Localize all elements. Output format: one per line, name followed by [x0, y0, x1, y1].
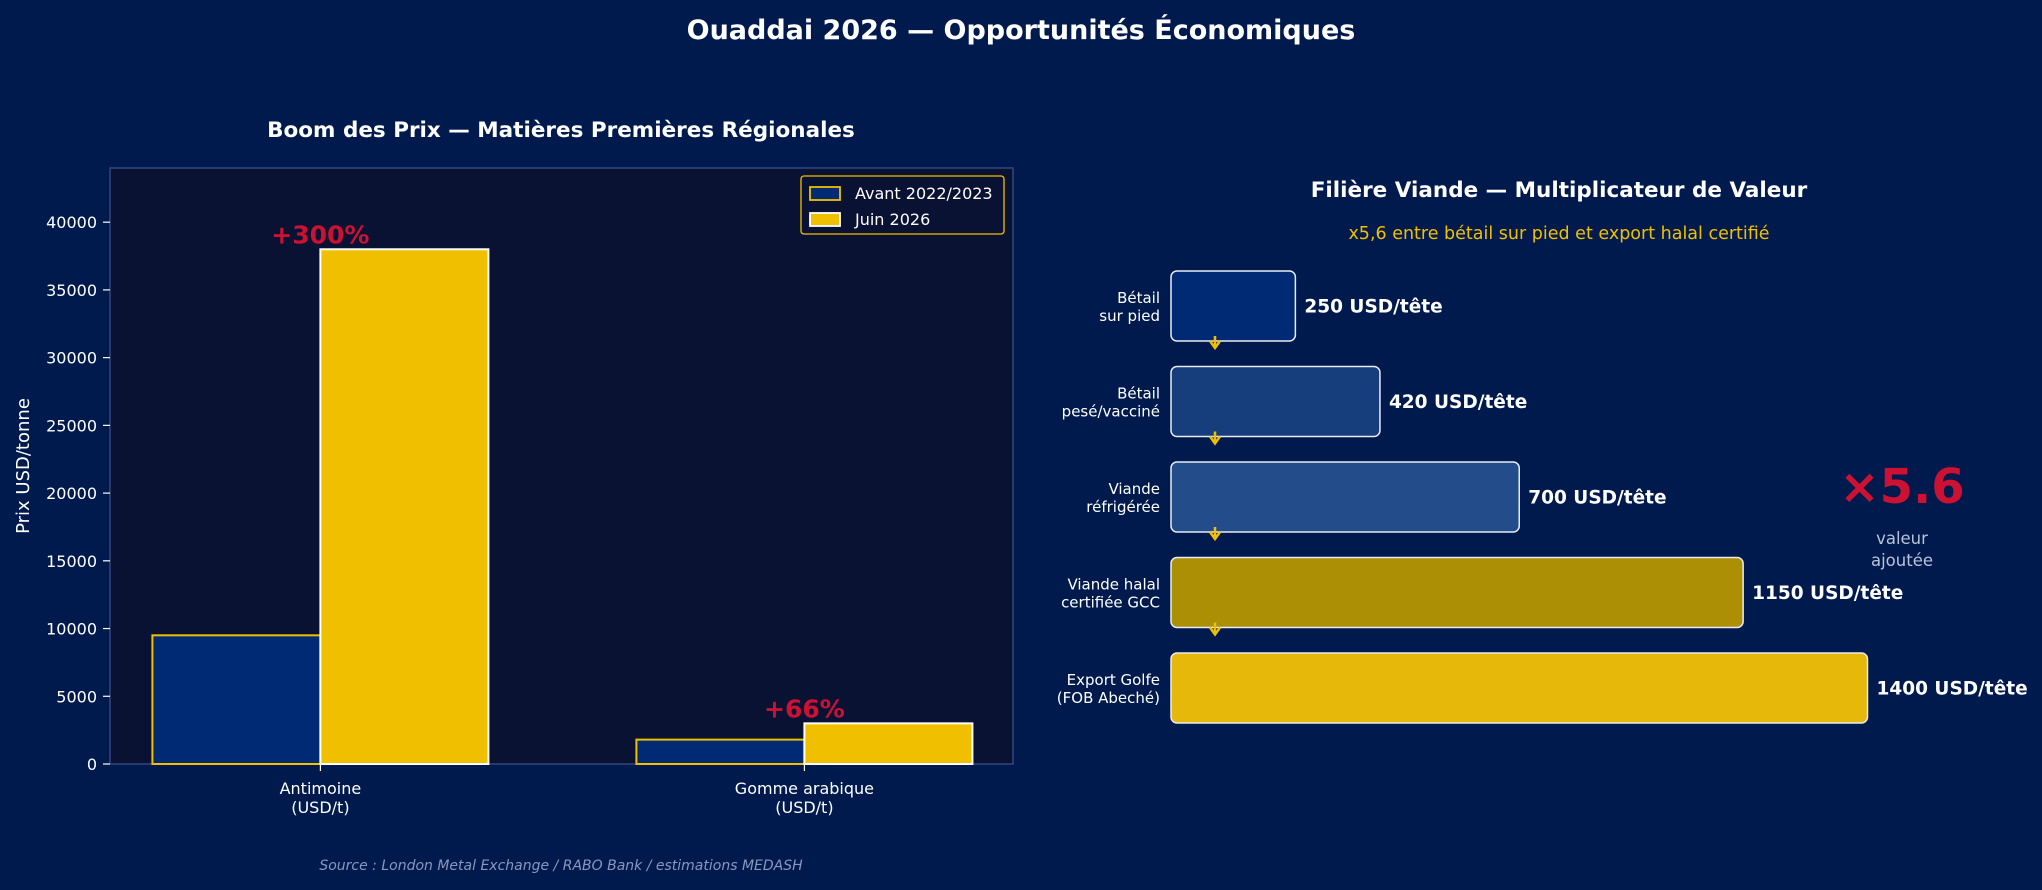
value-chain-bar — [1170, 556, 1744, 629]
x-tick-label: Gomme arabique — [735, 779, 874, 798]
x-tick-label: Antimoine — [280, 779, 362, 798]
y-tick-label: 10000 — [46, 620, 97, 639]
meat-value-chain-chart: Filière Viande — Multiplicateur de Valeu… — [1057, 178, 2028, 724]
legend-box — [800, 175, 1005, 235]
bar-june-2026 — [803, 722, 974, 766]
y-tick-label: 15000 — [46, 552, 97, 571]
arrow-head-icon — [1208, 626, 1222, 637]
x-tick-label: (USD/t) — [775, 798, 833, 817]
value-chain-bar — [1170, 461, 1520, 533]
value-chain-subtitle: x5,6 entre bétail sur pied et export hal… — [1348, 224, 1769, 244]
source-note: Source : London Metal Exchange / RABO Ba… — [319, 858, 803, 874]
price-boom-chart: Boom des Prix — Matières Premières Régio… — [13, 118, 1014, 874]
multiplier-caption-line-2: ajoutée — [1871, 551, 1933, 570]
y-tick-label: 40000 — [46, 213, 97, 232]
value-chain-stage-label: Bétail — [1117, 289, 1160, 307]
value-chain-value-label: 420 USD/tête — [1389, 392, 1527, 413]
price-y-axis: 0 5000 10000 15000 20000 25000 30000 35000 40000 — [46, 213, 110, 774]
x-tick-label: (USD/t) — [291, 798, 349, 817]
value-chain-bar — [1170, 652, 1869, 724]
value-chain-stage-label: sur pied — [1099, 307, 1160, 325]
bar-before — [635, 738, 806, 765]
y-tick-label: 0 — [87, 755, 97, 774]
growth-annotation: +300% — [271, 220, 369, 249]
y-tick-label: 20000 — [46, 484, 97, 503]
arrow-head-icon — [1208, 435, 1222, 446]
y-tick-label: 30000 — [46, 349, 97, 368]
bar-before — [151, 634, 322, 765]
y-tick-label: 5000 — [56, 687, 97, 706]
value-chain-stage-label: Viande halal — [1067, 576, 1160, 594]
arrow-head-icon — [1208, 531, 1222, 542]
value-chain-bar — [1170, 365, 1381, 438]
value-chain-value-label: 1150 USD/tête — [1752, 583, 1903, 604]
multiplier-value: ×5.6 — [1839, 459, 1964, 515]
value-chain-value-label: 700 USD/tête — [1528, 488, 1666, 509]
price-legend: Avant 2022/2023 Juin 2026 — [800, 175, 1005, 235]
value-chain-stage-label: Viande — [1108, 480, 1160, 498]
value-chain-value-label: 250 USD/tête — [1304, 297, 1442, 318]
value-chain-stage-label: pesé/vacciné — [1062, 403, 1160, 421]
price-chart-title: Boom des Prix — Matières Premières Régio… — [267, 118, 855, 143]
legend-entry: Juin 2026 — [854, 210, 930, 229]
price-bars: +300% +66% — [151, 220, 974, 766]
value-chain-title: Filière Viande — Multiplicateur de Valeu… — [1311, 178, 1808, 203]
arrow-head-icon — [1208, 340, 1222, 351]
value-chain-stage-label: (FOB Abeché) — [1057, 689, 1160, 707]
value-chain-stage-label: certifiée GCC — [1061, 594, 1160, 612]
price-x-axis: Antimoine(USD/t)Gomme arabique(USD/t) — [280, 764, 874, 817]
value-chain-bar — [1170, 270, 1297, 342]
value-chain-stage-label: Bétail — [1117, 385, 1160, 403]
multiplier-caption-line-1: valeur — [1876, 529, 1928, 548]
legend-swatch — [809, 212, 841, 227]
legend-swatch — [809, 186, 841, 201]
growth-annotation: +66% — [764, 694, 845, 723]
figure-title: Ouaddai 2026 — Opportunités Économiques — [687, 14, 1356, 46]
price-y-axis-label: Prix USD/tonne — [13, 398, 34, 534]
value-chain-stage-label: réfrigérée — [1086, 498, 1160, 516]
value-chain-stage-label: Export Golfe — [1067, 671, 1160, 689]
value-chain-value-label: 1400 USD/tête — [1877, 679, 2028, 700]
legend-entry: Avant 2022/2023 — [855, 184, 993, 203]
y-tick-label: 25000 — [46, 416, 97, 435]
y-tick-label: 35000 — [46, 281, 97, 300]
bar-june-2026 — [319, 248, 490, 766]
